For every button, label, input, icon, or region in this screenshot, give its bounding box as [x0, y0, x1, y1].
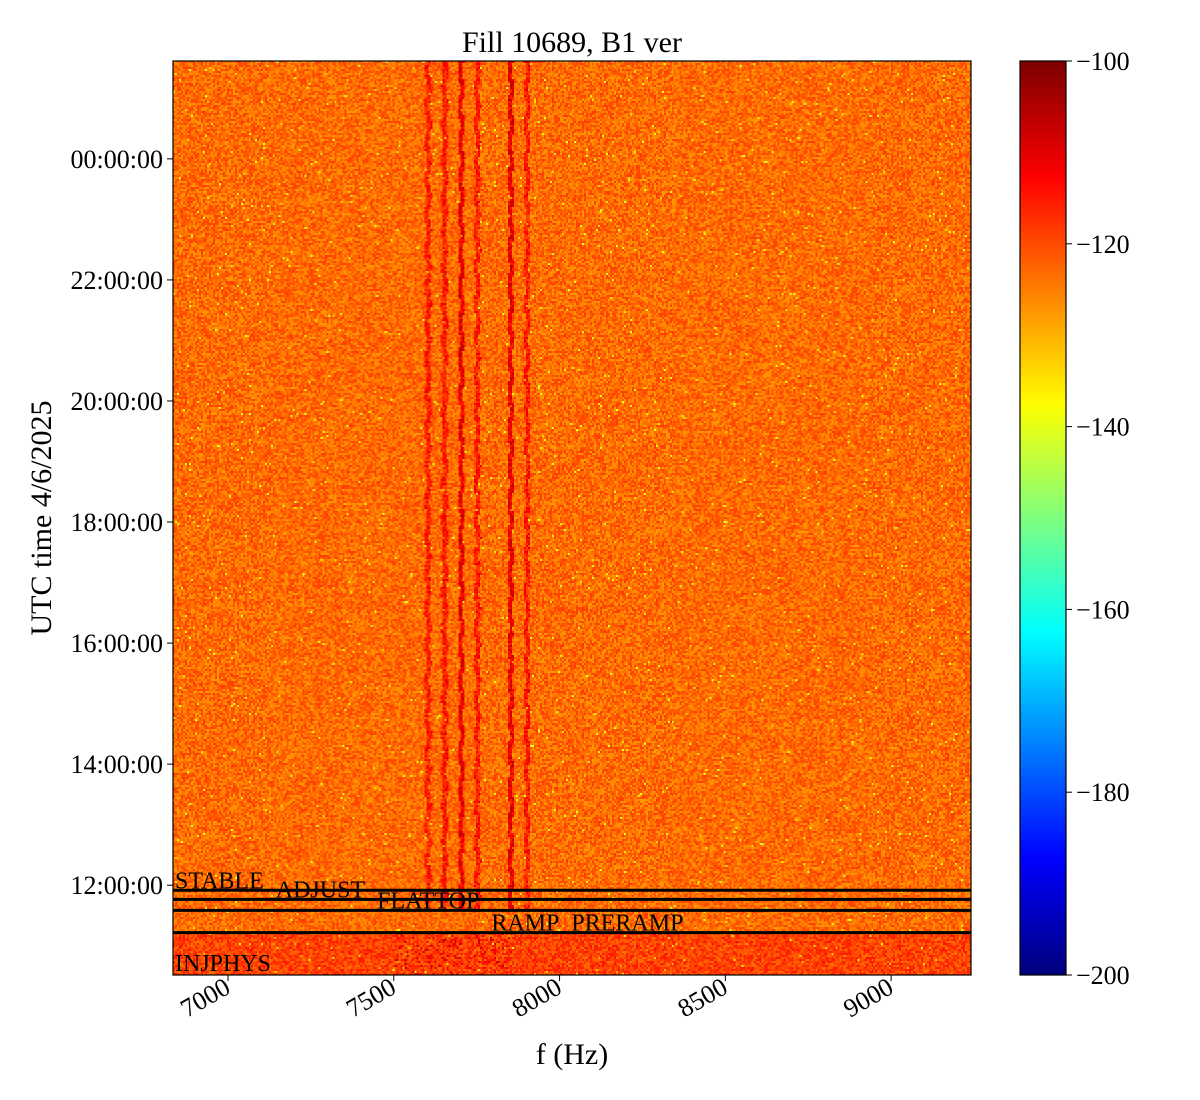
colorbar-tick-label: −100	[1076, 47, 1130, 76]
beam-mode-label: PRERAMP	[571, 911, 683, 937]
y-tick-label: 00:00:00	[71, 145, 163, 174]
y-tick-label: 22:00:00	[71, 266, 163, 295]
colorbar-tick-label: −180	[1076, 778, 1130, 807]
chart-title: Fill 10689, B1 ver	[462, 26, 682, 59]
colorbar-tick-label: −120	[1076, 230, 1130, 259]
y-tick-label: 16:00:00	[71, 629, 163, 658]
x-tick-label: 9000	[839, 972, 899, 1023]
colorbar-tick-label: −160	[1076, 595, 1130, 624]
beam-mode-label: STABLE	[175, 868, 264, 894]
colorbar-gradient	[1020, 61, 1066, 975]
x-tick-label: 8000	[507, 972, 567, 1023]
y-tick-label: 18:00:00	[71, 508, 163, 537]
x-axis-label: f (Hz)	[536, 1038, 608, 1071]
colorbar-tick-label: −140	[1076, 413, 1130, 442]
spectrogram-heatmap	[173, 61, 971, 975]
y-axis-label: UTC time 4/6/2025	[25, 401, 58, 636]
plot-frame	[172, 60, 972, 976]
colorbar-frame	[1019, 60, 1067, 976]
beam-mode-label: FLATTOP	[377, 888, 479, 914]
beam-mode-label: RAMP	[491, 911, 559, 937]
x-tick-label: 7000	[176, 972, 236, 1023]
colorbar-tick-label: −200	[1076, 961, 1130, 990]
y-tick-label: 20:00:00	[71, 387, 163, 416]
beam-mode-label: ADJUST	[276, 877, 366, 903]
y-tick-label: 12:00:00	[71, 871, 163, 900]
beam-mode-label: INJPHYS	[175, 951, 271, 977]
y-tick-label: 14:00:00	[71, 750, 163, 779]
x-tick-label: 7500	[341, 972, 401, 1023]
x-tick-label: 8500	[673, 972, 733, 1023]
